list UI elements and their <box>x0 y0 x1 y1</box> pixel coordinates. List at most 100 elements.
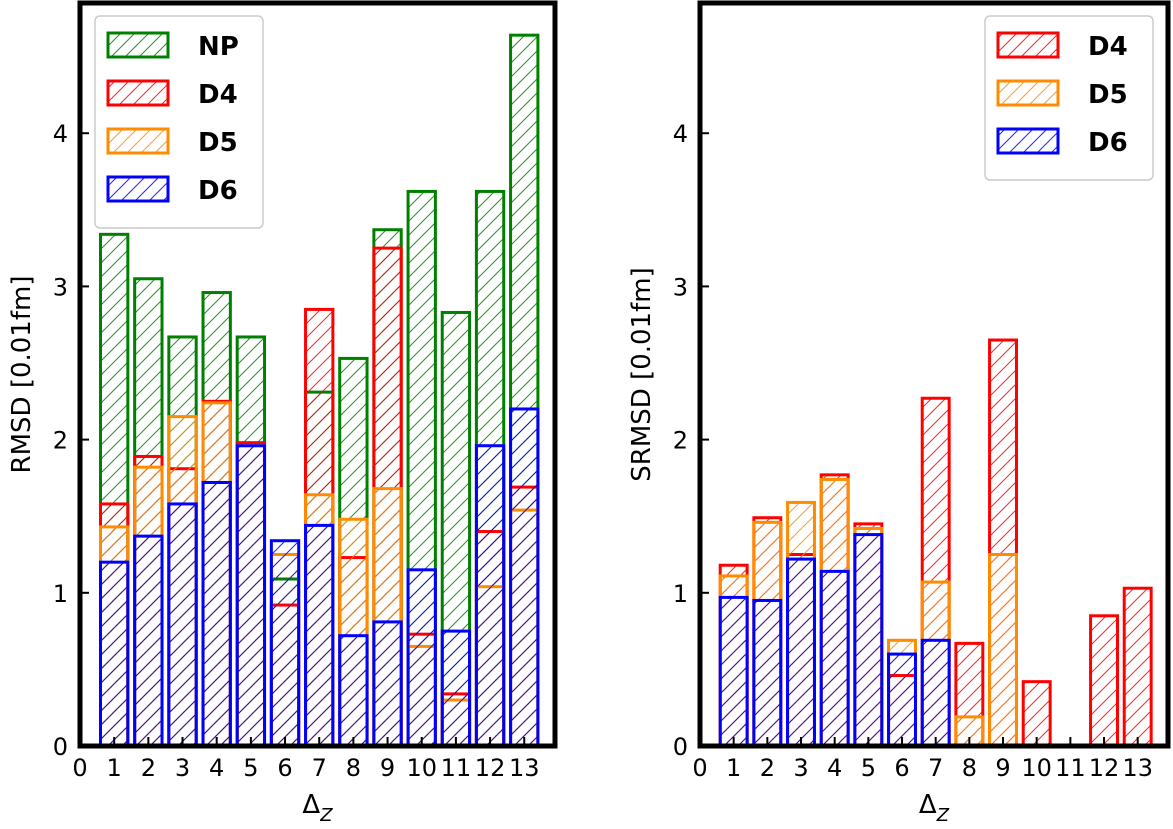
y-tick-label: 3 <box>673 273 688 301</box>
bar-d5-9 <box>988 553 1018 748</box>
x-tick-label: 0 <box>692 754 707 782</box>
x-axis-label-sub: Z <box>936 805 950 826</box>
series-d6 <box>718 533 951 748</box>
legend-swatch-d4 <box>106 79 170 107</box>
y-tick-label: 0 <box>673 733 688 761</box>
x-tick-label: 4 <box>827 754 842 782</box>
legend-swatch-d6 <box>106 175 170 203</box>
legend-label-d4: D4 <box>198 80 238 110</box>
bar-d6-7 <box>920 638 951 748</box>
legend-swatch-np <box>106 31 170 59</box>
x-tick-label: 3 <box>793 754 808 782</box>
legend-swatch-d4 <box>996 31 1060 59</box>
y-ticks: 0 1 2 3 4 <box>673 120 709 761</box>
bar-d6-9 <box>372 620 403 748</box>
x-tick-label: 10 <box>406 754 437 782</box>
legend: D4 D5 D6 <box>984 15 1154 181</box>
x-tick-label: 4 <box>209 754 224 782</box>
bar-d6-5 <box>853 533 884 748</box>
x-tick-label: 11 <box>1055 754 1086 782</box>
x-tick-label: 1 <box>107 754 122 782</box>
x-tick-label: 12 <box>1089 754 1120 782</box>
x-tick-label: 6 <box>894 754 909 782</box>
legend-swatch-d5 <box>106 127 170 155</box>
bar-d4-13 <box>1122 586 1153 748</box>
bar-d4-10 <box>1021 680 1052 748</box>
bar-d6-5 <box>235 444 267 748</box>
y-tick-label: 0 <box>53 733 68 761</box>
x-tick-label: 12 <box>475 754 506 782</box>
x-tick-label: 3 <box>175 754 190 782</box>
legend: NP D4 D5 D6 <box>94 15 264 229</box>
bar-d4-12 <box>1089 614 1119 748</box>
x-tick-label: 2 <box>141 754 156 782</box>
axes-frame <box>697 0 1171 749</box>
legend-box <box>94 15 264 229</box>
bar-d6-13 <box>509 407 540 748</box>
x-axis-label-base: Δ <box>919 790 937 820</box>
legend-label-d4: D4 <box>1088 32 1128 62</box>
series-d6 <box>99 407 540 748</box>
bar-d6-3 <box>786 557 816 748</box>
bar-d6-7 <box>304 523 335 748</box>
x-tick-label: 11 <box>441 754 472 782</box>
x-tick-label: 2 <box>760 754 775 782</box>
y-axis-label: RMSD [0.01fm] <box>7 276 37 474</box>
x-tick-label: 10 <box>1021 754 1052 782</box>
bar-d6-4 <box>201 481 232 748</box>
bar-d6-10 <box>406 568 437 748</box>
bar-d6-2 <box>133 534 164 748</box>
x-tick-label: 6 <box>277 754 292 782</box>
axes-frame <box>77 0 558 749</box>
y-axis-label: SRMSD [0.01fm] <box>627 267 657 481</box>
bar-d6-4 <box>819 569 850 748</box>
bars <box>99 33 540 748</box>
y-tick-label: 2 <box>673 427 688 455</box>
x-axis-label: ΔZ <box>919 790 950 826</box>
x-axis-label-sub: Z <box>319 805 333 826</box>
bar-d6-12 <box>474 444 506 748</box>
bar-d6-1 <box>718 595 749 748</box>
y-tick-label: 1 <box>673 580 688 608</box>
x-tick-label: 5 <box>243 754 258 782</box>
x-tick-label: 7 <box>312 754 327 782</box>
x-tick-label: 0 <box>72 754 87 782</box>
bar-d6-11 <box>440 629 472 748</box>
x-tick-label: 9 <box>380 754 395 782</box>
x-tick-label: 1 <box>726 754 741 782</box>
x-axis-label: ΔZ <box>302 790 333 826</box>
legend-swatch-d5 <box>996 79 1060 107</box>
y-tick-label: 4 <box>53 120 68 148</box>
x-tick-label: 7 <box>928 754 943 782</box>
x-axis-label-base: Δ <box>302 790 320 820</box>
x-ticks: 0 1 2 3 4 5 6 7 8 9 10 11 12 13 <box>692 737 1153 782</box>
bar-d6-6 <box>269 539 301 748</box>
x-tick-label: 13 <box>509 754 540 782</box>
bars <box>718 338 1153 748</box>
legend-swatch-d6 <box>996 127 1060 155</box>
x-tick-label: 8 <box>962 754 977 782</box>
x-ticks: 0 1 2 3 4 5 6 7 8 9 10 11 12 13 <box>72 737 540 782</box>
bar-d6-3 <box>167 502 198 748</box>
x-tick-label: 5 <box>861 754 876 782</box>
y-tick-label: 4 <box>673 120 688 148</box>
bar-d6-6 <box>887 652 917 748</box>
legend-label-np: NP <box>198 32 239 62</box>
bar-d6-2 <box>752 598 783 748</box>
y-tick-label: 2 <box>53 427 68 455</box>
y-tick-label: 1 <box>53 580 68 608</box>
legend-label-d5: D5 <box>198 128 238 158</box>
x-tick-label: 9 <box>995 754 1010 782</box>
y-tick-label: 3 <box>53 273 68 301</box>
bar-d6-1 <box>99 560 130 748</box>
x-tick-label: 13 <box>1122 754 1153 782</box>
legend-label-d6: D6 <box>1088 128 1128 158</box>
y-ticks: 0 1 2 3 4 <box>53 120 89 761</box>
legend-label-d5: D5 <box>1088 80 1128 110</box>
x-tick-label: 8 <box>346 754 361 782</box>
legend-label-d6: D6 <box>198 176 238 206</box>
bar-d6-8 <box>338 634 369 748</box>
